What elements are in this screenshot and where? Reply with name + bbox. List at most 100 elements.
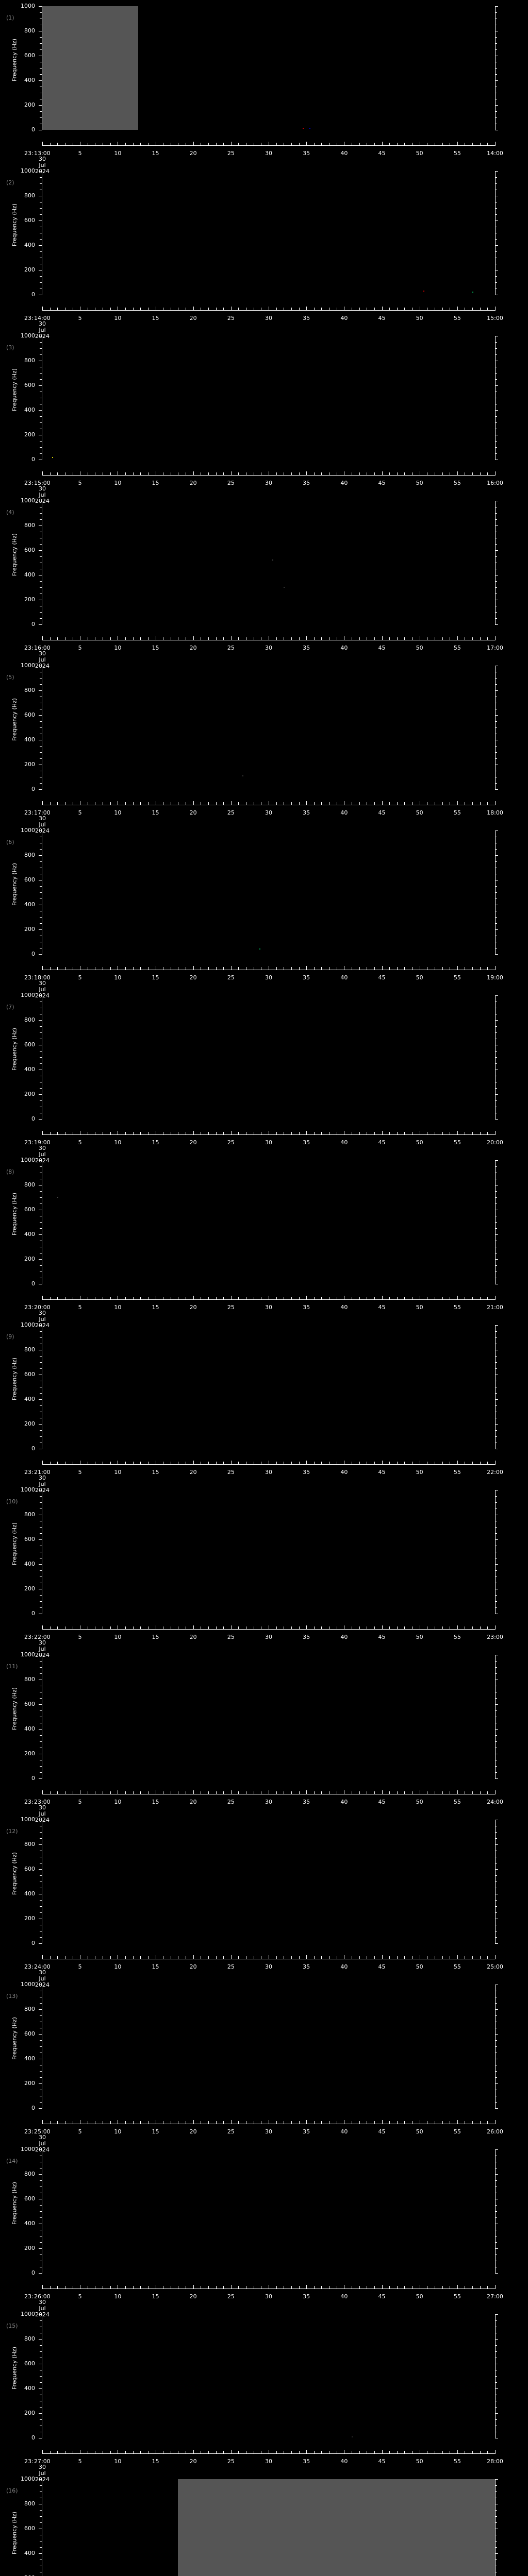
right-axis-tick <box>495 954 498 955</box>
x-axis-tick-label: 45 <box>378 150 386 157</box>
x-axis-tick <box>480 1132 481 1134</box>
y-axis-tick <box>40 1197 42 1198</box>
x-axis-tick <box>321 1791 322 1794</box>
x-axis-tick <box>125 308 126 310</box>
x-axis-tick <box>314 1626 315 1629</box>
x-axis-end-label: 28:00 <box>487 2458 503 2465</box>
right-axis-tick <box>495 2407 497 2408</box>
right-axis-tick <box>495 6 498 7</box>
right-axis-tick <box>495 1735 497 1736</box>
x-axis-tick <box>140 967 141 970</box>
right-axis-tick <box>495 1265 497 1266</box>
x-axis-tick-label: 45 <box>378 974 386 981</box>
y-axis-tick-label: 800 <box>24 1676 35 1683</box>
plot-area[interactable] <box>42 1985 495 2108</box>
right-axis-tick <box>495 544 497 545</box>
x-axis-tick-label: 45 <box>378 645 386 651</box>
x-axis-tick-label: 10 <box>114 645 122 651</box>
right-axis-tick <box>495 1436 497 1437</box>
y-axis-tick <box>40 1906 42 1907</box>
y-axis-tick <box>39 2479 42 2480</box>
plot-area[interactable] <box>42 995 495 1119</box>
x-axis-tick <box>110 1956 111 1959</box>
y-axis-tick-label: 800 <box>24 1511 35 1518</box>
panel-index-label: (13) <box>6 1993 18 1999</box>
y-axis-tick <box>40 2510 42 2511</box>
x-axis-tick-label: 35 <box>303 480 310 486</box>
right-axis-tick <box>495 1405 497 1406</box>
y-axis-tick <box>39 789 42 790</box>
plot-area[interactable] <box>42 2314 495 2438</box>
x-axis-tick-label: 20 <box>189 480 197 486</box>
x-axis-tick <box>110 2121 111 2124</box>
plot-area[interactable] <box>42 1160 495 1284</box>
x-axis-tick-label: 10 <box>114 480 122 486</box>
y-axis-tick <box>39 1325 42 1326</box>
y-axis-tick-label: 400 <box>24 571 35 578</box>
x-axis-tick <box>397 1132 398 1134</box>
x-axis-tick-label: 50 <box>416 1963 423 1970</box>
x-axis-tick <box>389 1791 390 1794</box>
x-axis-tick <box>291 1462 292 1464</box>
x-axis-tick-label: 15 <box>152 150 159 157</box>
x-axis-tick <box>193 1131 194 1134</box>
x-axis-tick <box>276 1462 277 1464</box>
y-axis-tick <box>39 1399 42 1400</box>
x-axis-end-label: 14:00 <box>487 150 503 157</box>
plot-area[interactable] <box>42 6 495 130</box>
y-axis-tick-label: 600 <box>24 382 35 388</box>
x-axis-tick <box>223 637 224 640</box>
x-axis-tick <box>397 143 398 145</box>
y-axis-tick <box>39 2174 42 2175</box>
plot-area[interactable] <box>42 336 495 460</box>
x-axis-tick-label: 40 <box>340 1963 348 1970</box>
right-axis-tick <box>495 105 498 106</box>
x-axis-tick <box>397 1462 398 1464</box>
right-axis-tick <box>495 1399 498 1400</box>
y-axis-tick <box>39 105 42 106</box>
plot-area[interactable] <box>42 171 495 295</box>
x-axis-tick <box>404 2451 405 2453</box>
x-axis-tick <box>457 471 458 475</box>
plot-area[interactable] <box>42 666 495 789</box>
plot-area[interactable] <box>42 2479 495 2576</box>
y-axis-tick <box>40 2382 42 2383</box>
x-axis-tick <box>140 1956 141 1959</box>
x-axis-tick <box>306 1131 307 1134</box>
x-axis-tick <box>382 1790 383 1794</box>
y-axis-tick-label: 600 <box>24 1536 35 1543</box>
plot-area[interactable] <box>42 831 495 954</box>
plot-area[interactable] <box>42 1655 495 1778</box>
y-axis-tick-label: 0 <box>31 2105 35 2111</box>
y-axis-tick-label: 1000 <box>21 2311 35 2317</box>
day-prefix-label: 23: <box>24 1799 34 1805</box>
plot-area[interactable] <box>42 1325 495 1449</box>
y-axis-tick-label: 800 <box>24 1181 35 1188</box>
x-axis-tick <box>397 967 398 970</box>
x-axis-tick <box>487 2286 488 2289</box>
x-axis-tick <box>359 967 360 970</box>
x-axis-tick <box>42 966 43 970</box>
plot-area[interactable] <box>42 501 495 624</box>
plot-area[interactable] <box>42 2149 495 2273</box>
x-axis-tick-label: 30 <box>265 1304 272 1311</box>
right-axis-tick <box>495 2149 498 2150</box>
right-axis-tick <box>495 1160 498 1161</box>
y-axis-tick-label: 600 <box>24 876 35 883</box>
y-axis-tick <box>40 2211 42 2212</box>
x-axis-tick-label: 30 <box>265 1139 272 1146</box>
x-axis-tick <box>208 2451 209 2453</box>
x-axis-tick <box>208 1297 209 1299</box>
plot-area[interactable] <box>42 1820 495 1943</box>
plot-area[interactable] <box>42 1490 495 1614</box>
x-axis-tick <box>230 636 232 640</box>
y-axis-tick <box>40 453 42 454</box>
y-axis-tick <box>39 2314 42 2315</box>
x-axis-tick <box>397 1791 398 1794</box>
y-axis-tick-label: 200 <box>24 431 35 438</box>
x-axis-tick <box>495 966 496 970</box>
x-axis-tick <box>216 637 217 640</box>
x-axis-tick <box>57 1462 58 1464</box>
x-axis-tick-label: 25 <box>227 1139 235 1146</box>
